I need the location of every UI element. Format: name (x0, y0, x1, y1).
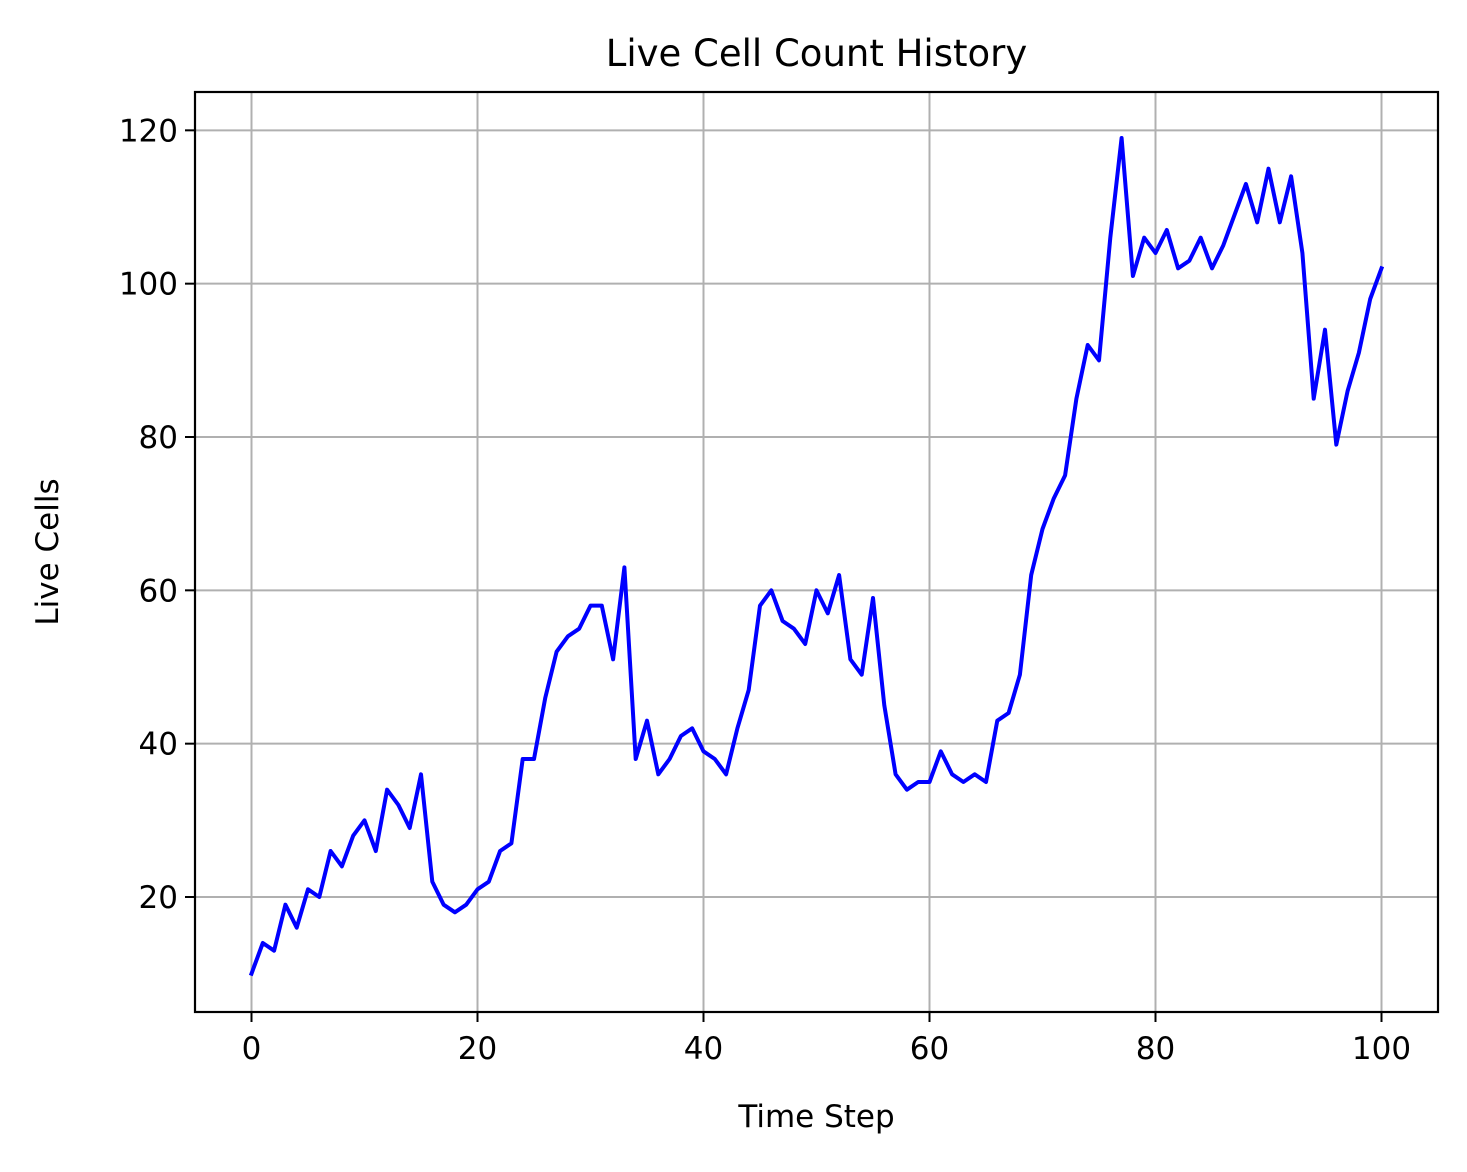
y-tick-label-2: 60 (139, 573, 178, 609)
x-tick-label-1: 20 (458, 1031, 497, 1067)
chart-title: Live Cell Count History (606, 32, 1028, 75)
y-tick-label-0: 20 (139, 880, 178, 916)
y-tick-label-5: 120 (119, 113, 178, 149)
y-axis-title: Live Cells (30, 478, 66, 625)
ticks: 0 20 40 60 80 100 20 40 60 80 100 120 (119, 113, 1411, 1067)
x-tick-label-2: 40 (684, 1031, 723, 1067)
axes-frame (193, 90, 1440, 1014)
x-tick-label-0: 0 (242, 1031, 262, 1067)
x-axis-title: Time Step (737, 1099, 894, 1135)
y-tick-label-3: 80 (139, 420, 178, 456)
series-layer (248, 136, 1385, 977)
x-tick-label-5: 100 (1352, 1031, 1411, 1067)
x-tick-label-4: 80 (1136, 1031, 1175, 1067)
x-tick-label-3: 60 (910, 1031, 949, 1067)
series-line-0 (248, 136, 1385, 977)
y-tick-label-4: 100 (119, 267, 178, 303)
y-tick-label-1: 40 (139, 727, 178, 763)
